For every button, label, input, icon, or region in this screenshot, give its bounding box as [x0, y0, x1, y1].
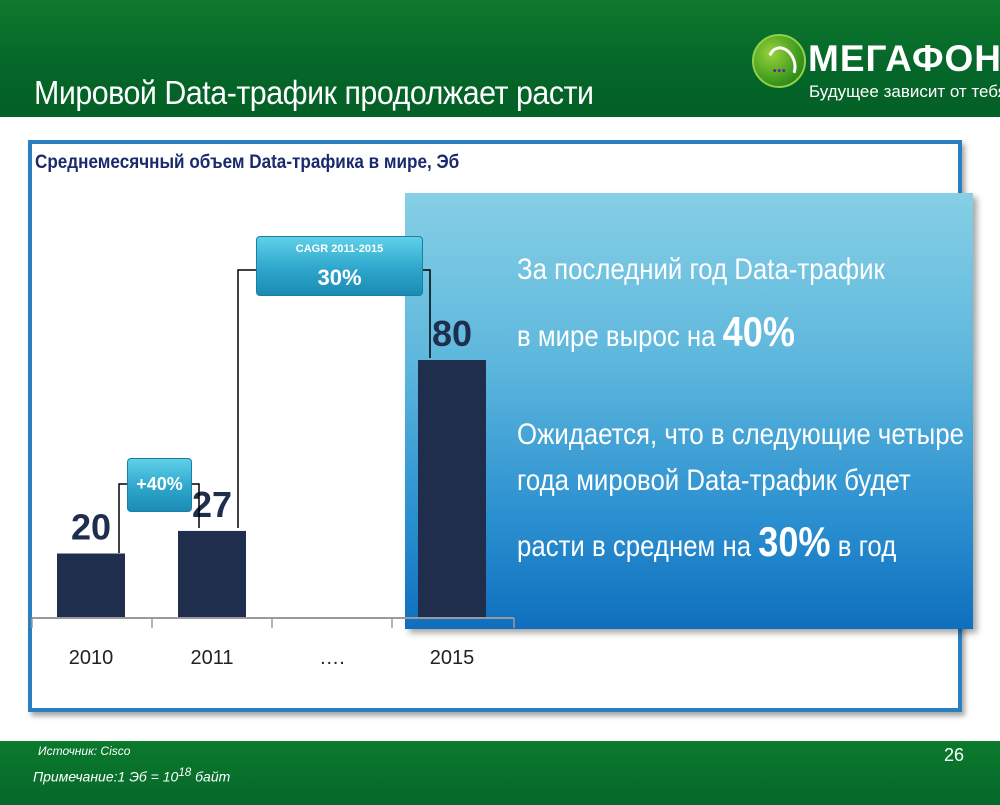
value-label-2011: 27 [192, 484, 232, 525]
logo-dots: ••• [773, 66, 787, 77]
footer-bar [0, 741, 1000, 805]
growth-annotation: +40% [127, 458, 192, 512]
callout-line-5-prefix: расти в среднем на [517, 530, 759, 563]
megafon-logo-icon: ••• [752, 34, 806, 88]
cagr-label: CAGR 2011-2015 [295, 243, 384, 255]
bar-2010 [57, 553, 125, 618]
growth-connector-left [118, 483, 127, 553]
value-label-2010: 20 [71, 507, 111, 548]
unit-note-prefix: Примечание:1 Эб = 10 [33, 768, 179, 785]
callout-line-2: в мире вырос на 40% [517, 311, 795, 353]
bar-2011 [178, 530, 246, 618]
slide-title: Мировой Data-трафик продолжает расти [34, 74, 594, 111]
page-number: 26 [944, 745, 965, 765]
callout-line-5: расти в среднем на 30% в год [517, 521, 897, 563]
bar-2015 [418, 360, 486, 618]
value-label-2015: 80 [432, 313, 472, 354]
callout-growth-value: 40% [722, 308, 795, 355]
x-tick-label-3: …. [319, 647, 345, 669]
unit-note-suffix: байт [191, 768, 231, 785]
growth-connector-right [190, 483, 200, 528]
logo-brand-name: МЕГАФОН [808, 38, 1000, 79]
unit-note: Примечание:1 Эб = 1018 байт [33, 766, 230, 785]
x-tick-label-1: 2010 [69, 647, 114, 669]
callout-cagr-value: 30% [758, 518, 831, 565]
x-tick-label-2: 2011 [190, 647, 233, 669]
chart-title: Среднемесячный объем Data-трафика в мире… [35, 152, 460, 173]
source-note: Источник: Cisco [38, 744, 131, 758]
cagr-annotation: CAGR 2011-2015 30% [256, 236, 423, 296]
callout-line-3: Ожидается, что в следующие четыре [517, 418, 964, 451]
callout-panel: За последний год Data-трафик в мире выро… [405, 193, 973, 629]
callout-line-1: За последний год Data-трафик [517, 253, 885, 286]
header-bar [0, 0, 1000, 117]
cagr-value: 30% [317, 265, 362, 290]
x-tick-label-4: 2015 [430, 647, 475, 669]
logo-tagline: Будущее зависит от тебя [809, 82, 1000, 101]
callout-line-4: года мировой Data-трафик будет [517, 464, 911, 497]
growth-label: +40% [136, 474, 183, 494]
unit-note-exponent: 18 [178, 766, 192, 779]
cagr-connector-right [421, 269, 431, 358]
callout-line-2-prefix: в мире вырос на [517, 320, 723, 353]
cagr-connector-left [237, 269, 256, 528]
callout-line-5-suffix: в год [830, 530, 897, 563]
